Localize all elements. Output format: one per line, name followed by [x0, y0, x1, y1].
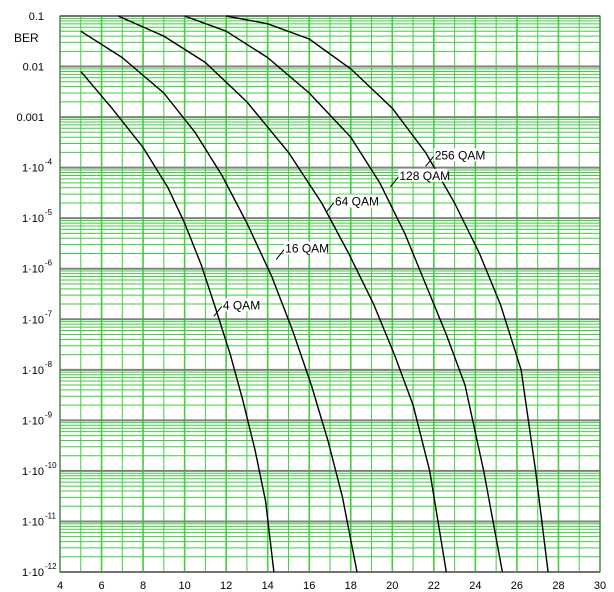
y-tick-label: 1·10 [22, 466, 44, 478]
y-tick-label: 0.1 [29, 11, 44, 23]
y-axis-label: BER [14, 31, 39, 45]
x-tick-label: 16 [303, 580, 315, 592]
x-tick-label: 12 [220, 580, 232, 592]
y-tick-label: 0.01 [23, 62, 44, 74]
y-tick-exponent: -5 [45, 208, 53, 217]
label-128-qam: 128 QAM [399, 169, 450, 183]
label-leader-256-qam [425, 155, 435, 167]
curve-64-qam [117, 15, 447, 573]
label-4-qam: 4 QAM [223, 298, 260, 312]
y-tick-label: 1·10 [22, 567, 44, 579]
y-tick-exponent: -10 [45, 461, 57, 470]
label-leader-16-qam [275, 249, 285, 260]
x-tick-labels: 4 6 8 10 12 14 16 18 20 22 24 26 28 30 [57, 580, 606, 592]
y-tick-label: 1·10 [22, 415, 44, 427]
grid [59, 15, 601, 573]
x-tick-label: 24 [469, 580, 481, 592]
y-tick-label: 1·10 [22, 213, 44, 225]
y-tick-exponent: -9 [45, 410, 53, 419]
label-background-128-qam [398, 168, 448, 182]
y-tick-exponent: -7 [45, 309, 53, 318]
x-tick-label: 14 [262, 580, 274, 592]
label-leader-64-qam [325, 202, 335, 213]
x-tick-label: 4 [57, 580, 63, 592]
x-tick-label: 18 [345, 580, 357, 592]
label-64-qam: 64 QAM [335, 195, 379, 209]
y-tick-label: 1·10 [22, 314, 44, 326]
plot-frame [59, 15, 601, 573]
x-tick-label: 28 [552, 580, 564, 592]
y-tick-exponent: -8 [45, 360, 53, 369]
x-tick-label: 20 [386, 580, 398, 592]
label-leader-4-qam [213, 306, 223, 317]
x-tick-label: 6 [98, 580, 104, 592]
y-tick-exponent: -12 [45, 562, 57, 571]
y-tick-label: 1·10 [22, 516, 44, 528]
curve-128-qam [184, 15, 504, 573]
label-256-qam: 256 QAM [435, 148, 486, 162]
x-tick-label: 10 [178, 580, 190, 592]
y-tick-label: 1·10 [22, 264, 44, 276]
y-tick-label: 1·10 [22, 163, 44, 175]
x-tick-label: 30 [594, 580, 606, 592]
curve-16-qam [80, 30, 358, 573]
x-tick-label: 26 [511, 580, 523, 592]
y-tick-exponent: -6 [45, 259, 53, 268]
label-16-qam: 16 QAM [285, 242, 329, 256]
x-tick-label: 22 [428, 580, 440, 592]
y-tick-labels: 0.10.010.0011·10-41·10-51·10-61·10-71·10… [16, 11, 57, 579]
label-background-256-qam [433, 148, 483, 162]
label-background-4-qam [221, 298, 257, 312]
curve-labels: 4 QAM 16 QAM 64 QAM 128 QAM 256 QAM [213, 148, 486, 317]
label-background-64-qam [334, 194, 376, 208]
y-tick-label: 1·10 [22, 365, 44, 377]
y-tick-exponent: -11 [45, 511, 57, 520]
label-background-16-qam [284, 241, 327, 255]
y-tick-exponent: -4 [45, 158, 53, 167]
label-leader-128-qam [389, 176, 399, 188]
x-tick-label: 8 [140, 580, 146, 592]
y-tick-label: 0.001 [16, 112, 44, 124]
curves [80, 15, 549, 573]
curve-4-qam [80, 70, 275, 573]
